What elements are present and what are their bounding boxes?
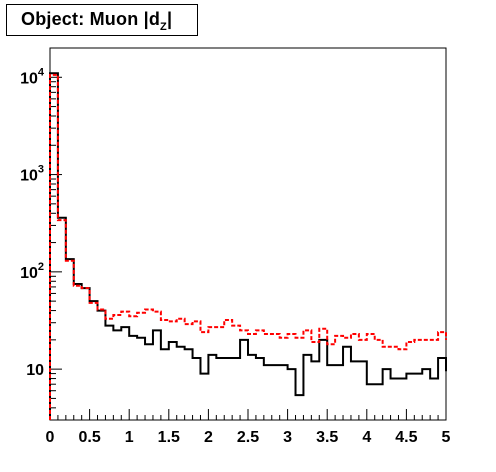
x-tick-label: 1.5	[158, 429, 180, 446]
x-tick-label: 4	[362, 429, 371, 446]
title-box: Object: Muon |dZ|	[6, 4, 198, 36]
x-tick-label: 4.5	[395, 429, 417, 446]
chart-title: Object: Muon |dZ|	[21, 9, 173, 33]
histogram-bin	[69, 260, 70, 261]
histogram-bin	[291, 333, 292, 334]
series-group	[49, 72, 447, 420]
x-tick-label: 3.5	[316, 429, 338, 446]
histogram-bin	[386, 346, 387, 347]
y-tick-label: 104	[20, 66, 45, 87]
histogram-bin	[299, 337, 300, 338]
y-axis: 10 102 103 104	[20, 47, 62, 421]
series-solid-black	[49, 72, 447, 420]
x-tick-label: 5	[442, 429, 451, 446]
histogram-bin	[251, 333, 252, 334]
y-tick-label: 103	[20, 164, 44, 185]
histogram-bin	[125, 311, 126, 312]
histogram-bin	[339, 335, 340, 336]
histogram-bin	[362, 339, 363, 340]
x-tick-label: 0	[46, 429, 55, 446]
histogram-bin	[61, 220, 62, 221]
x-tick-label: 3	[283, 429, 292, 446]
histogram-bin	[283, 337, 284, 338]
y-tick-label: 10	[26, 362, 44, 379]
x-tick-label: 1	[125, 429, 134, 446]
plot-frame	[49, 47, 447, 421]
x-axis: 0 0.5 1 1.5 2 2.5 3 3.5 4 4.5 5	[46, 409, 451, 446]
series-dashed-red	[49, 73, 447, 420]
histogram-bin	[244, 330, 245, 331]
histogram-bin	[149, 309, 150, 310]
histogram-bin	[141, 312, 142, 313]
histogram-bin	[236, 325, 237, 326]
x-tick-label: 2	[204, 429, 213, 446]
x-tick-label: 0.5	[78, 429, 100, 446]
histogram-bin	[93, 302, 94, 303]
histogram-bin	[259, 330, 260, 331]
histogram-bin	[402, 349, 403, 350]
y-tick-label: 102	[20, 261, 44, 282]
x-tick-label: 2.5	[237, 429, 259, 446]
